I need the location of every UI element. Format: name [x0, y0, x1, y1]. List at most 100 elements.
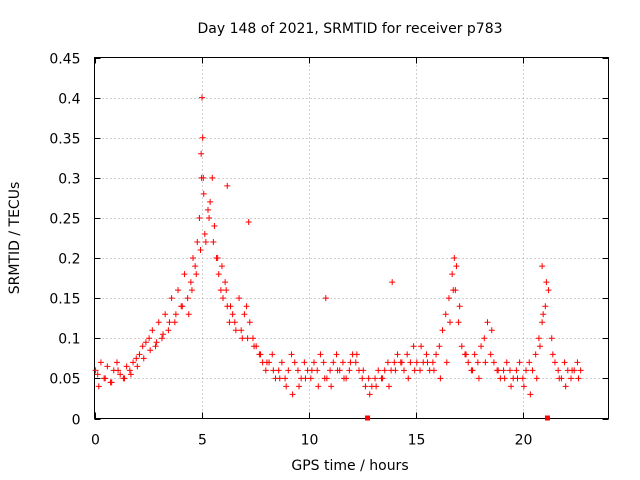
data-point	[224, 182, 231, 189]
data-point	[223, 287, 230, 294]
data-point	[232, 327, 239, 334]
data-point	[202, 239, 209, 246]
data-point	[455, 319, 462, 326]
data-point	[220, 295, 226, 302]
data-point	[196, 214, 203, 221]
data-point	[217, 287, 224, 294]
x-tick-labels: 0 5 10 15 20	[91, 433, 532, 449]
data-point	[95, 383, 102, 390]
y-tick-label: 0.15	[49, 292, 80, 308]
data-point	[506, 367, 513, 374]
data-point	[162, 311, 169, 318]
data-point	[194, 239, 201, 246]
data-point	[568, 375, 575, 382]
data-point	[152, 343, 159, 350]
data-point	[418, 343, 425, 350]
data-point	[165, 327, 172, 334]
x-tick-label: 15	[408, 433, 426, 449]
data-point	[536, 343, 543, 350]
data-point	[283, 383, 290, 390]
data-point	[447, 319, 454, 326]
data-point	[301, 359, 308, 366]
data-point	[285, 367, 292, 374]
gap-marker	[365, 415, 371, 421]
data-point	[556, 375, 563, 382]
data-point	[508, 383, 515, 390]
y-tick-label: 0	[72, 413, 81, 429]
data-point	[270, 367, 277, 374]
data-point	[465, 359, 472, 366]
data-point	[102, 375, 109, 382]
data-point	[97, 359, 104, 366]
data-point	[158, 335, 165, 342]
data-point	[185, 311, 192, 318]
data-point	[469, 367, 476, 374]
data-point	[352, 359, 359, 366]
data-point	[239, 335, 246, 342]
data-point	[501, 375, 508, 382]
y-tick-labels: 0 0.05 0.1 0.15 0.2 0.25 0.3 0.35 0.4 0.45	[49, 52, 80, 429]
y-tick-label: 0.1	[58, 332, 80, 348]
data-point	[214, 255, 221, 262]
data-point	[322, 295, 329, 302]
x-tick-label: 10	[301, 433, 319, 449]
y-tick-label: 0.4	[58, 92, 80, 108]
data-point	[478, 343, 485, 350]
grid-lines	[94, 57, 609, 419]
data-point	[381, 367, 388, 374]
y-tick-label: 0.35	[49, 132, 80, 148]
data-point	[562, 383, 569, 390]
data-point	[249, 335, 256, 342]
data-point	[257, 351, 264, 358]
y-tick-label: 0.45	[49, 52, 80, 68]
data-point	[574, 359, 581, 366]
chart-title: Day 148 of 2021, SRMTID for receiver p78…	[197, 21, 502, 37]
x-tick-label: 5	[198, 433, 207, 449]
data-point	[458, 343, 465, 350]
data-point	[513, 367, 520, 374]
data-point	[487, 351, 494, 358]
data-point	[243, 303, 250, 310]
data-point	[315, 383, 322, 390]
data-point	[175, 287, 182, 294]
data-point	[160, 331, 167, 338]
data-point	[490, 359, 497, 366]
data-point	[548, 335, 555, 342]
data-point	[197, 247, 204, 254]
data-point	[373, 383, 380, 390]
data-point	[188, 287, 195, 294]
data-point	[527, 391, 534, 398]
data-point	[445, 295, 452, 302]
data-point	[244, 335, 251, 342]
data-point	[500, 367, 507, 374]
data-point	[291, 359, 298, 366]
data-point	[424, 359, 431, 366]
data-point	[236, 295, 243, 302]
data-point	[142, 339, 149, 346]
gap-markers	[365, 415, 550, 421]
data-point	[147, 347, 154, 354]
data-point	[372, 375, 379, 382]
data-point	[302, 375, 309, 382]
data-point	[330, 359, 337, 366]
data-point	[328, 383, 335, 390]
data-point	[411, 367, 418, 374]
data-point	[410, 343, 417, 350]
data-point	[146, 335, 153, 342]
data-point	[215, 271, 222, 278]
data-point	[172, 311, 179, 318]
data-point	[379, 375, 386, 382]
axis-ticks	[94, 57, 609, 420]
data-point	[211, 222, 218, 229]
data-point	[200, 190, 207, 197]
data-point	[443, 359, 450, 366]
data-point	[569, 367, 576, 374]
data-point	[400, 367, 407, 374]
data-point	[207, 198, 214, 205]
data-point	[514, 375, 521, 382]
data-point	[391, 359, 398, 366]
data-point	[362, 383, 369, 390]
data-point	[526, 359, 533, 366]
data-point	[433, 351, 440, 358]
